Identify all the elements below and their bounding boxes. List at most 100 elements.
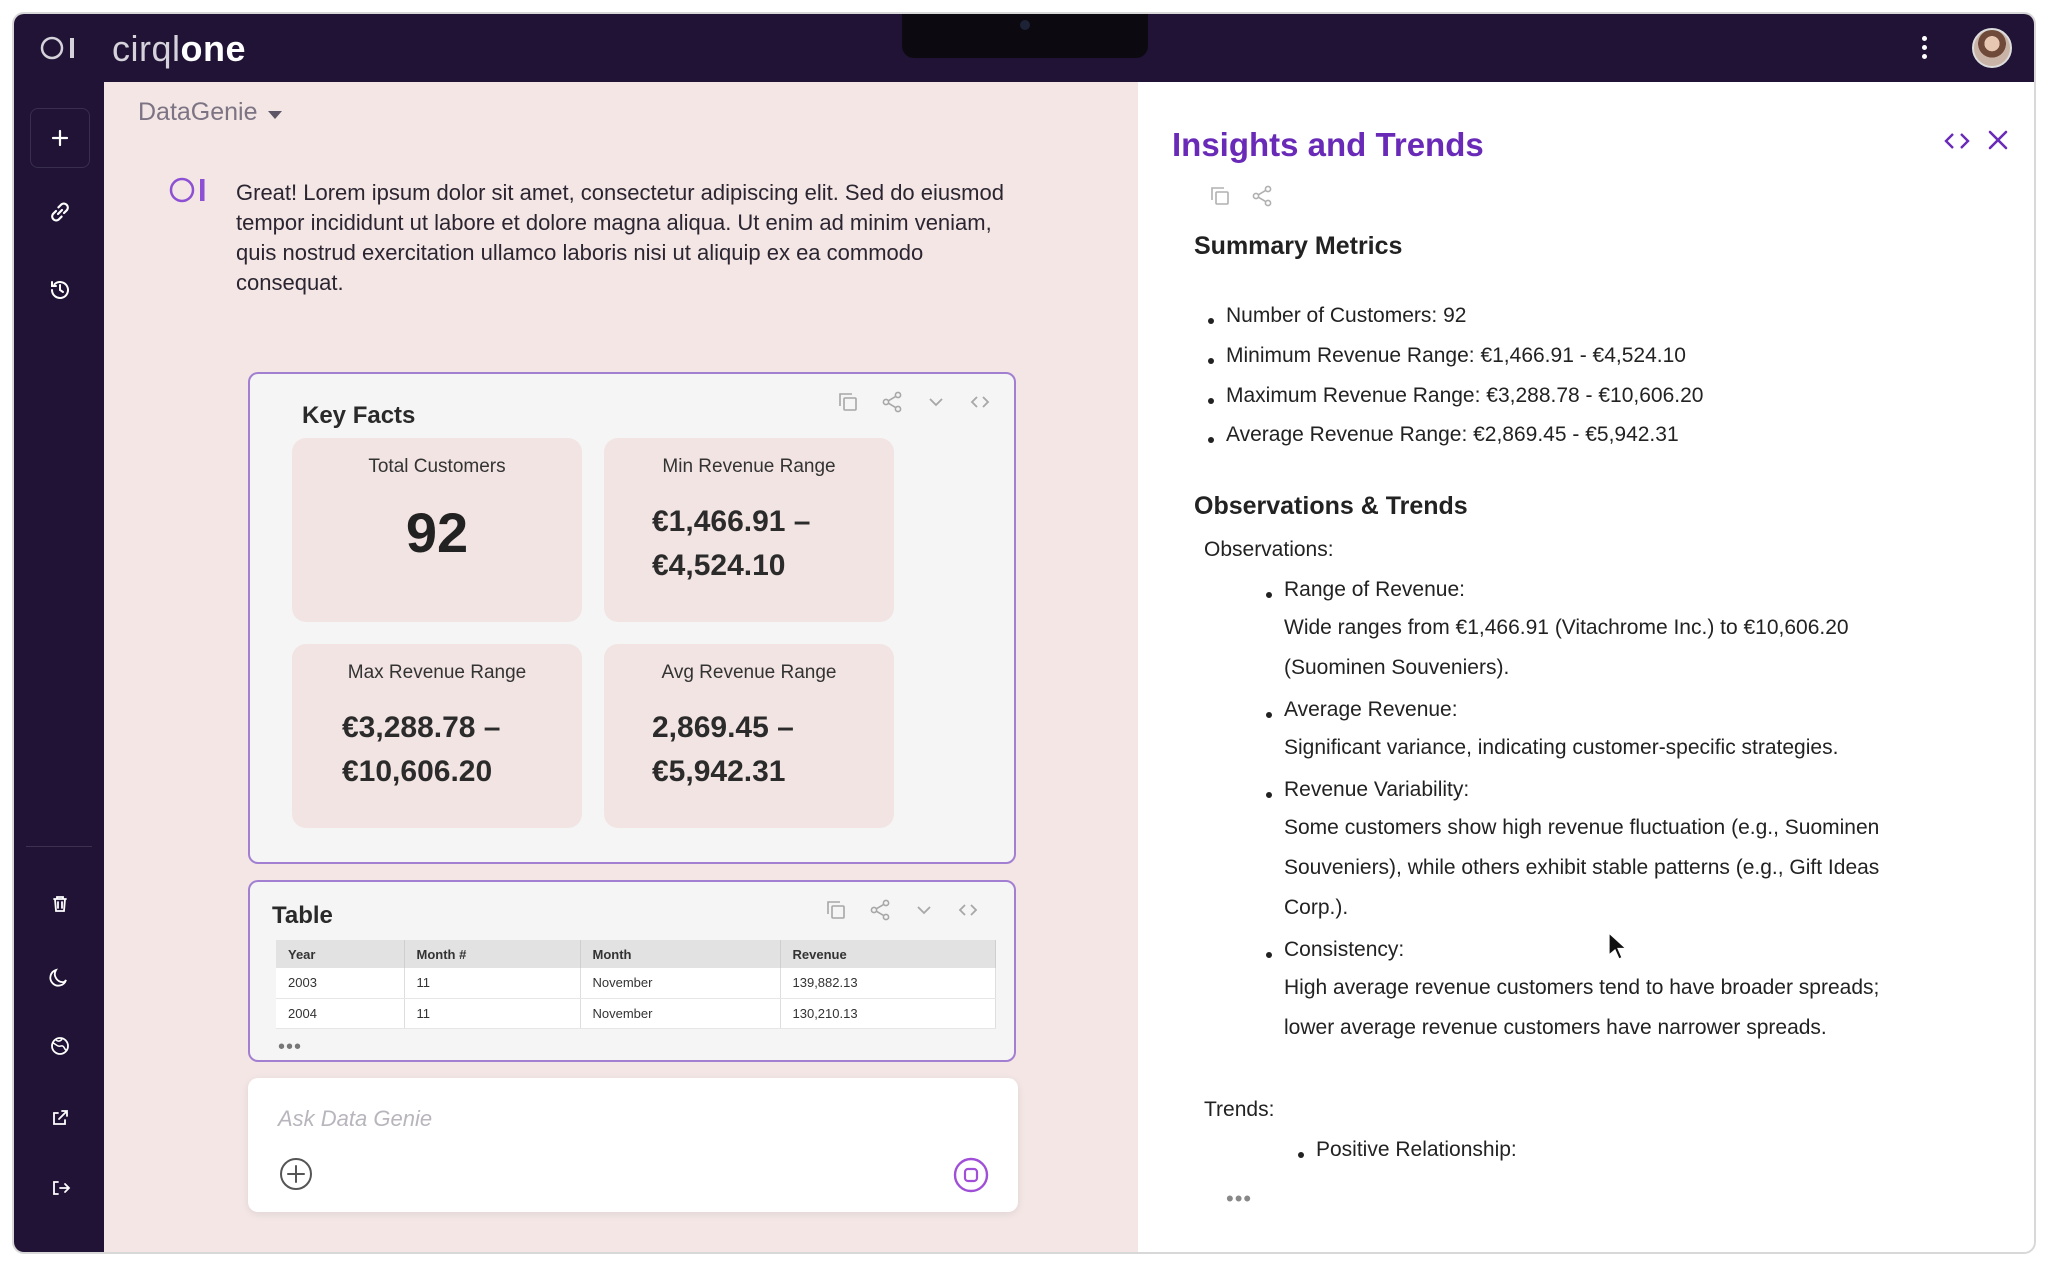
kpi-value-line: €4,524.10 xyxy=(652,549,786,582)
add-attachment-icon[interactable] xyxy=(278,1156,314,1192)
observations-label: Observations: xyxy=(1204,538,1334,561)
observation-title: Revenue Variability: xyxy=(1284,778,1470,801)
open-external-button[interactable] xyxy=(30,1088,90,1148)
close-icon[interactable] xyxy=(1984,126,2012,154)
observations-heading: Observations & Trends xyxy=(1194,492,1468,520)
observation-text: Some customers show high revenue fluctua… xyxy=(1284,808,1879,928)
table-card-toolbar xyxy=(824,898,980,922)
bullet xyxy=(1208,437,1214,443)
insights-more-indicator[interactable]: ••• xyxy=(1226,1186,1253,1211)
observation-text-line: Souveniers), while others exhibit stable… xyxy=(1284,856,1880,879)
camera-icon xyxy=(1020,20,1030,30)
table-card-title: Table xyxy=(272,902,333,929)
observation-text: High average revenue customers tend to h… xyxy=(1284,968,1879,1048)
summary-item: Maximum Revenue Range: €3,288.78 - €10,6… xyxy=(1226,384,1704,407)
kpi-tile-total-customers: Total Customers 92 xyxy=(292,438,582,622)
bullet xyxy=(1208,398,1214,404)
kpi-value: €1,466.91 – €4,524.10 xyxy=(652,500,882,588)
moon-icon xyxy=(49,968,67,987)
table-cell: 139,882.13 xyxy=(780,968,996,999)
share-icon[interactable] xyxy=(868,898,892,922)
table-card: Table Year Month # Month Revenue xyxy=(248,880,1016,1062)
observation-text-line: Significant variance, indicating custome… xyxy=(1284,736,1839,759)
plus-icon xyxy=(51,129,69,147)
key-facts-title: Key Facts xyxy=(302,402,416,429)
dark-mode-button[interactable] xyxy=(30,946,90,1006)
delete-button[interactable] xyxy=(30,874,90,934)
insights-toolbar xyxy=(1208,184,1274,208)
observation-title: Range of Revenue: xyxy=(1284,578,1465,601)
column-header[interactable]: Month # xyxy=(404,940,581,968)
more-options-icon[interactable] xyxy=(1916,36,1932,66)
table-row: 2003 11 November 139,882.13 xyxy=(276,968,996,999)
external-link-icon xyxy=(53,1110,68,1125)
brand-name: cirqlone xyxy=(112,28,246,70)
new-chat-button[interactable] xyxy=(30,108,90,168)
kpi-value-line: €10,606.20 xyxy=(342,755,493,788)
column-header[interactable]: Year xyxy=(276,940,405,968)
table-header-row: Year Month # Month Revenue xyxy=(276,940,996,968)
kpi-value-line: €1,466.91 – xyxy=(652,505,811,538)
code-icon[interactable] xyxy=(956,898,980,922)
insights-title: Insights and Trends xyxy=(1172,126,1484,163)
bullet xyxy=(1208,358,1214,364)
chevron-down-icon[interactable] xyxy=(924,390,948,414)
copy-icon[interactable] xyxy=(824,898,848,922)
brand-name-part1: cirql xyxy=(112,28,181,69)
kpi-tile-avg-revenue: Avg Revenue Range 2,869.45 – €5,942.31 xyxy=(604,644,894,828)
summary-item: Minimum Revenue Range: €1,466.91 - €4,52… xyxy=(1226,344,1686,367)
share-icon[interactable] xyxy=(1250,184,1274,208)
bot-message: Great! Lorem ipsum dolor sit amet, conse… xyxy=(236,180,1004,295)
observation-text-line: High average revenue customers tend to h… xyxy=(1284,976,1880,999)
summary-item: Number of Customers: 92 xyxy=(1226,304,1467,327)
observation-text-line: Some customers show high revenue fluctua… xyxy=(1284,816,1880,839)
chevron-down-icon[interactable] xyxy=(912,898,936,922)
insights-panel: Insights and Trends Summary Metrics Numb… xyxy=(1138,82,2034,1252)
code-icon[interactable] xyxy=(1942,126,1972,156)
table-more-indicator[interactable]: ••• xyxy=(278,1036,303,1058)
kpi-value-line: €3,288.78 – xyxy=(342,711,501,744)
column-header[interactable]: Revenue xyxy=(780,940,996,968)
chat-panel: DataGenie Great! Lorem ipsum dolor sit a… xyxy=(104,82,1138,1252)
kpi-tile-min-revenue: Min Revenue Range €1,466.91 – €4,524.10 xyxy=(604,438,894,622)
logout-button[interactable] xyxy=(30,1158,90,1218)
logout-icon xyxy=(53,1181,71,1195)
genie-selector-label: DataGenie xyxy=(138,98,258,126)
kpi-label: Avg Revenue Range xyxy=(661,662,837,683)
genie-selector[interactable]: DataGenie xyxy=(138,98,282,127)
user-avatar[interactable] xyxy=(1972,28,2012,68)
summary-heading: Summary Metrics xyxy=(1194,232,1403,260)
share-icon[interactable] xyxy=(880,390,904,414)
code-icon[interactable] xyxy=(968,390,992,414)
table-cell: 2003 xyxy=(276,968,405,999)
globe-icon xyxy=(51,1037,69,1055)
kpi-tile-max-revenue: Max Revenue Range €3,288.78 – €10,606.20 xyxy=(292,644,582,828)
app-logo-icon[interactable] xyxy=(40,34,80,62)
observation-title: Consistency: xyxy=(1284,938,1405,961)
chevron-down-icon xyxy=(267,110,282,119)
bullet xyxy=(1298,1152,1304,1158)
brand-name-part2: one xyxy=(180,28,247,69)
key-facts-card: Key Facts Total Customers 92 Min Revenue… xyxy=(248,372,1016,864)
kpi-value: €3,288.78 – €10,606.20 xyxy=(342,706,572,794)
table-cell: 130,210.13 xyxy=(780,998,996,1029)
language-button[interactable] xyxy=(30,1016,90,1076)
key-facts-toolbar xyxy=(836,390,992,414)
copy-icon[interactable] xyxy=(1208,184,1232,208)
chat-input[interactable]: Ask Data Genie xyxy=(278,1106,433,1131)
table-cell: 2004 xyxy=(276,998,405,1029)
trends-label: Trends: xyxy=(1204,1098,1275,1121)
link-button[interactable] xyxy=(30,182,90,242)
bullet xyxy=(1266,792,1272,798)
observation-text-line: Wide ranges from €1,466.91 (Vitachrome I… xyxy=(1284,616,1849,639)
app-window: cirqlone xyxy=(14,14,2034,1252)
table-cell: November xyxy=(580,968,781,999)
bullet xyxy=(1208,318,1214,324)
stop-generation-icon[interactable] xyxy=(952,1156,990,1194)
table-cell: November xyxy=(580,998,781,1029)
chat-input-box: Ask Data Genie xyxy=(248,1078,1018,1212)
copy-icon[interactable] xyxy=(836,390,860,414)
kpi-label: Max Revenue Range xyxy=(347,662,527,683)
column-header[interactable]: Month xyxy=(580,940,781,968)
history-button[interactable] xyxy=(30,260,90,320)
